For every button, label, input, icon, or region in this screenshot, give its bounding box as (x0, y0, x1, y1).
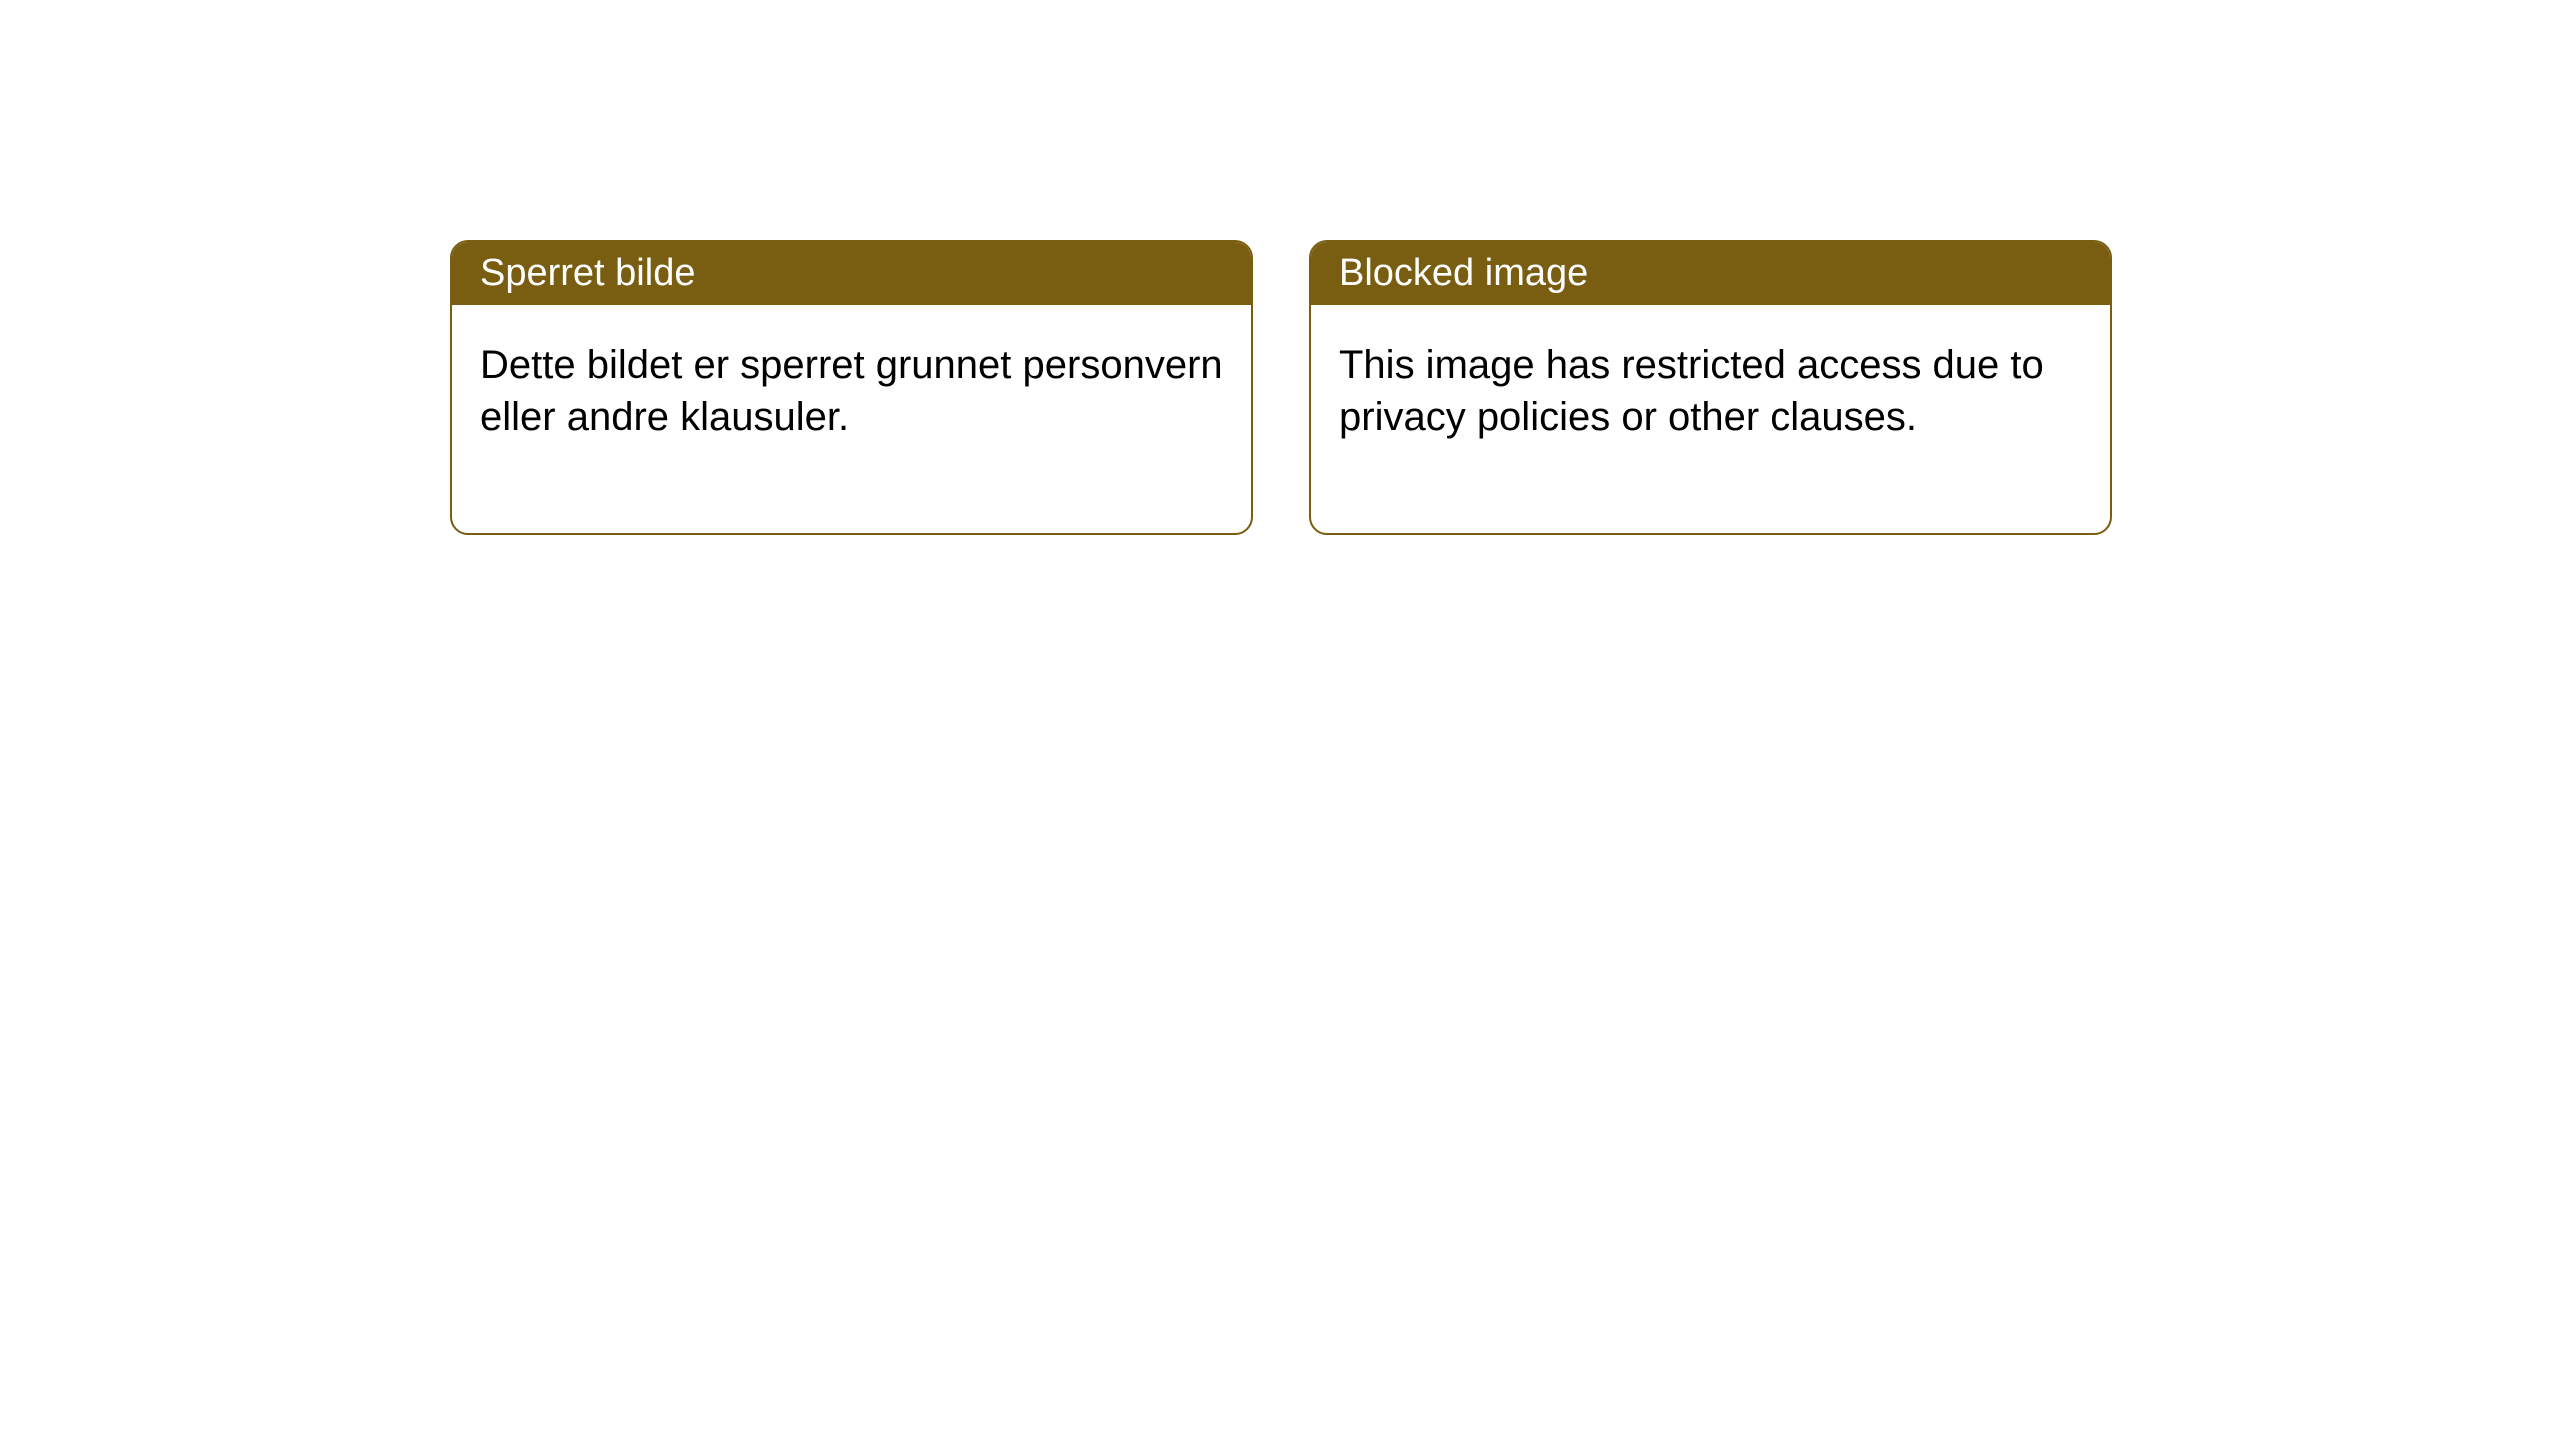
notice-card-norwegian: Sperret bilde Dette bildet er sperret gr… (450, 240, 1253, 535)
notice-body-english: This image has restricted access due to … (1311, 305, 2110, 533)
notice-title-english: Blocked image (1311, 242, 2110, 305)
notice-body-norwegian: Dette bildet er sperret grunnet personve… (452, 305, 1251, 533)
notice-card-english: Blocked image This image has restricted … (1309, 240, 2112, 535)
notice-container: Sperret bilde Dette bildet er sperret gr… (0, 0, 2560, 535)
notice-title-norwegian: Sperret bilde (452, 242, 1251, 305)
